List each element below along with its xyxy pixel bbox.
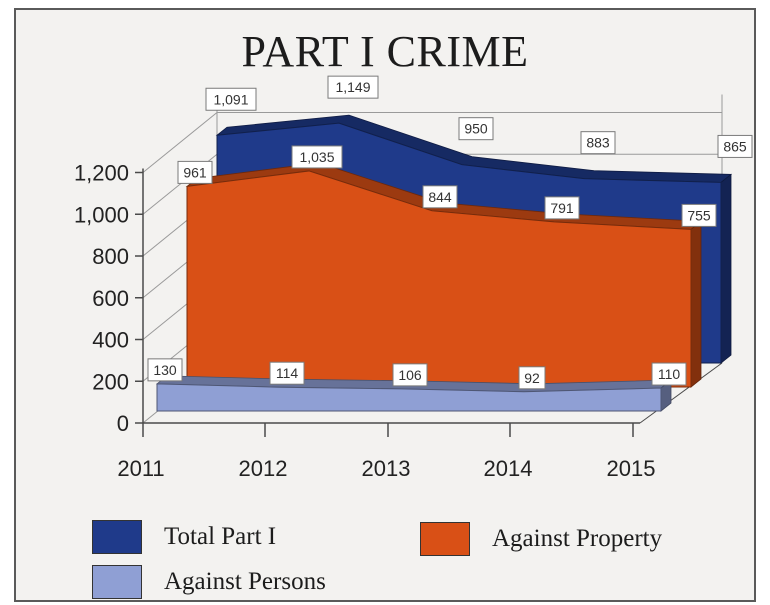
data-label: 130	[153, 362, 177, 378]
data-label: 1,035	[299, 149, 334, 165]
legend-property: Against Property	[420, 522, 662, 556]
data-label-box	[458, 117, 494, 141]
data-label-box	[392, 363, 428, 387]
data-label-box	[177, 160, 213, 184]
x-tick-label: 2015	[607, 456, 656, 481]
legend-label-persons: Against Persons	[164, 568, 326, 595]
data-label: 1,091	[213, 91, 248, 107]
data-label: 883	[586, 135, 610, 151]
data-label-box	[651, 362, 687, 386]
series-area-2	[156, 383, 662, 412]
legend-swatch-persons	[92, 565, 142, 599]
x-tick-label: 2012	[239, 456, 288, 481]
data-label-box	[544, 196, 580, 220]
data-label: 1,149	[335, 79, 370, 95]
series-side-0	[720, 173, 732, 364]
legend-label-property: Against Property	[492, 525, 663, 552]
legend-persons: Against Persons	[92, 565, 326, 599]
data-label-box	[147, 358, 183, 382]
data-label-box	[327, 75, 379, 99]
legend-swatch-total	[92, 520, 142, 554]
y-tick-label: 1,000	[74, 202, 129, 227]
data-label-box	[681, 203, 717, 227]
y-tick-label: 600	[92, 286, 129, 311]
data-label-box	[422, 185, 458, 209]
data-label-box	[717, 134, 753, 158]
y-tick-label: 800	[92, 244, 129, 269]
data-label: 791	[550, 200, 574, 216]
data-label-box	[580, 131, 616, 155]
y-tick-label: 200	[92, 369, 129, 394]
data-label-box	[205, 87, 257, 111]
y-tick-label: 0	[117, 411, 129, 436]
data-label-box	[518, 366, 546, 390]
x-axis-depth-line	[639, 362, 723, 424]
data-label-box	[291, 145, 343, 169]
data-label: 950	[464, 121, 488, 137]
y-tick-label: 1,200	[74, 161, 129, 186]
data-label: 110	[658, 366, 681, 382]
x-tick-label: 2014	[484, 456, 533, 481]
y-tick-label: 400	[92, 328, 129, 353]
data-label: 755	[687, 207, 711, 223]
grid-diagonal	[142, 112, 218, 173]
legend-label-total: Total Part I	[164, 523, 277, 550]
x-tick-label: 2011	[117, 456, 164, 481]
data-label: 844	[428, 189, 452, 205]
data-label: 961	[183, 164, 207, 180]
data-label: 865	[723, 138, 747, 154]
data-label: 92	[524, 370, 540, 386]
x-tick-label: 2013	[362, 456, 411, 481]
data-label-box	[269, 361, 305, 385]
data-label: 114	[276, 365, 299, 381]
series-side-1	[690, 220, 702, 388]
legend-swatch-property	[420, 522, 470, 556]
data-label: 106	[398, 367, 422, 383]
chart-title: PART I CRIME	[241, 27, 529, 76]
legend-total: Total Part I	[92, 520, 276, 554]
